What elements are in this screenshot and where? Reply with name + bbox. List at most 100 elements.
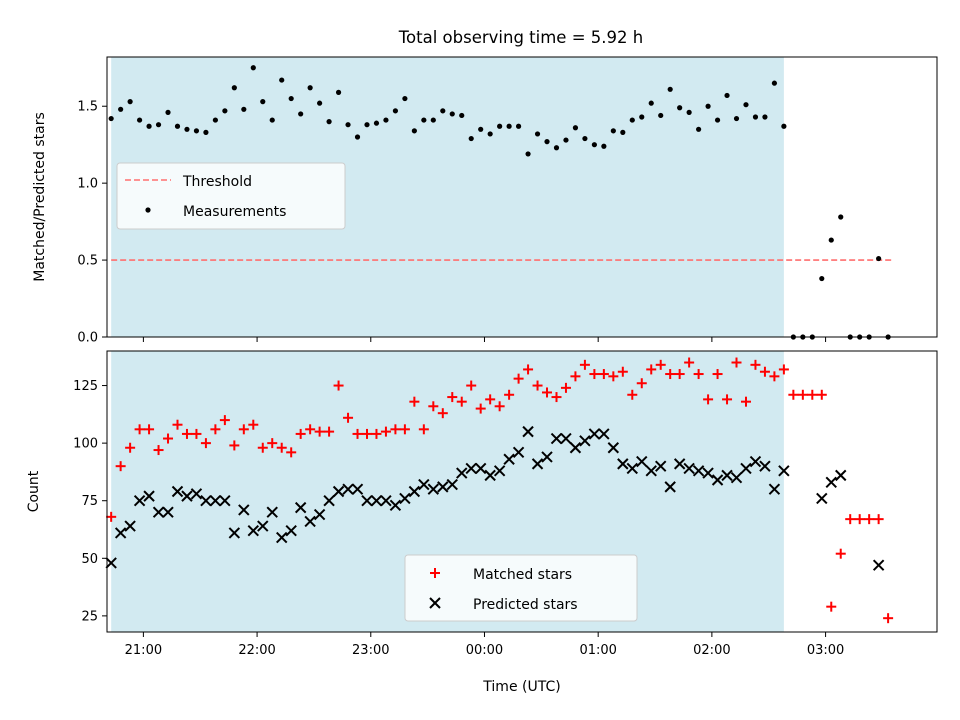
matched-star-point (314, 426, 325, 437)
measurement-point (449, 111, 455, 117)
predicted-star-point (493, 465, 506, 477)
matched-star-point (428, 401, 439, 412)
predicted-star-point (114, 527, 127, 539)
matched-star-point (106, 511, 117, 522)
predicted-star-point (778, 465, 790, 477)
matched-star-point (238, 424, 249, 435)
measurement-point (440, 108, 446, 114)
measurement-point (364, 122, 370, 128)
predicted-star-point (550, 432, 563, 445)
x-tick-label: 01:00 (579, 643, 616, 658)
matched-star-point (684, 357, 695, 368)
matched-star-point (778, 364, 789, 375)
predicted-star-point (512, 446, 525, 459)
matched-star-point (883, 613, 894, 624)
predicted-star-point (351, 483, 364, 495)
predicted-star-point (730, 471, 743, 484)
measurement-point (127, 99, 133, 105)
matched-star-point (361, 428, 372, 439)
predicted-star-point (579, 435, 591, 447)
measurement-point (705, 103, 711, 109)
matched-star-point (333, 380, 344, 391)
matched-star-point (864, 514, 875, 525)
predicted-star-point (190, 488, 203, 500)
predicted-star-point (152, 506, 165, 518)
measurement-point (771, 80, 778, 86)
predicted-star-point (219, 495, 231, 507)
predicted-star-point (304, 515, 316, 528)
legend-plus-marker (430, 568, 440, 578)
matched-star-point (125, 442, 136, 453)
predicted-star-point (399, 492, 411, 505)
top-y-ticks: 0.0 0.5 1.0 1.5 (77, 100, 107, 346)
figure-title: Total observing time = 5.92 h (398, 28, 643, 47)
predicted-star-point (181, 490, 193, 502)
matched-star-point (115, 461, 126, 472)
matched-star-point (229, 440, 240, 451)
predicted-star-point (588, 428, 601, 440)
predicted-star-point (617, 458, 629, 470)
measurement-point (430, 117, 436, 123)
measurement-point (459, 112, 465, 119)
predicted-star-point (626, 462, 638, 475)
predicted-star-point (313, 508, 326, 521)
matched-star-point (144, 424, 155, 435)
bottom-legend-box (404, 554, 638, 622)
measurement-point (250, 65, 256, 71)
measurement-point (563, 137, 569, 143)
matched-star-point (399, 424, 410, 435)
matched-star-point (352, 428, 363, 439)
measurement-point (667, 86, 673, 92)
matched-star-point (210, 424, 221, 435)
bottom-axes-frame (106, 350, 938, 633)
predicted-star-point (816, 492, 828, 505)
predicted-star-point (332, 485, 345, 498)
measurement-point (373, 120, 380, 126)
matched-star-point (598, 369, 609, 380)
measurement-point (421, 117, 427, 123)
predicted-star-point (427, 483, 440, 495)
measurement-point (582, 135, 588, 142)
top-panel: 0.0 0.5 1.0 1.5 Matched/Predicted stars Thr… (32, 56, 938, 346)
matched-star-point (646, 364, 657, 375)
predicted-star-point (607, 442, 620, 454)
matched-star-point (163, 433, 174, 444)
predicted-star-point (740, 462, 752, 475)
legend-measurement-swatch (145, 207, 151, 213)
predicted-star-point (446, 478, 458, 491)
matched-star-point (494, 401, 505, 412)
measurement-point (714, 117, 721, 123)
predicted-star-point (872, 559, 885, 571)
matched-star-points (106, 357, 894, 624)
measurement-point (203, 129, 209, 135)
measurement-point (222, 108, 228, 114)
measurement-point (193, 128, 200, 134)
predicted-star-point (835, 469, 847, 482)
measurement-point (733, 115, 740, 122)
predicted-star-point (825, 476, 837, 488)
measurement-point (553, 145, 560, 151)
measurement-point (326, 119, 332, 125)
measurement-point (544, 139, 550, 145)
measurement-point (174, 123, 181, 129)
matched-star-point (570, 371, 581, 382)
legend-measurements-label: Measurements (183, 204, 286, 220)
x-tick-label: 00:00 (466, 643, 503, 658)
measurement-point (525, 151, 531, 157)
measurement-point (601, 143, 607, 149)
matched-star-point (513, 373, 524, 384)
matched-star-point (456, 396, 467, 407)
predicted-star-point (655, 460, 667, 472)
predicted-star-point (664, 481, 676, 493)
predicted-star-point (162, 506, 174, 518)
measurement-point (752, 114, 759, 120)
matched-star-point (466, 380, 477, 391)
bottom-legend: Matched stars Predicted stars (404, 554, 638, 622)
matched-star-point (665, 369, 676, 380)
bottom-x-ticks: 21:00 22:00 23:00 00:00 01:00 02:00 03:00 (125, 632, 844, 658)
bottom-panel: 25 50 75 100 125 21:00 22:00 23:00 00:00 01:00 02… (26, 350, 938, 695)
measurement-point (828, 237, 834, 243)
predicted-star-points (105, 425, 885, 571)
matched-star-point (769, 371, 780, 382)
measurement-point (146, 123, 152, 129)
